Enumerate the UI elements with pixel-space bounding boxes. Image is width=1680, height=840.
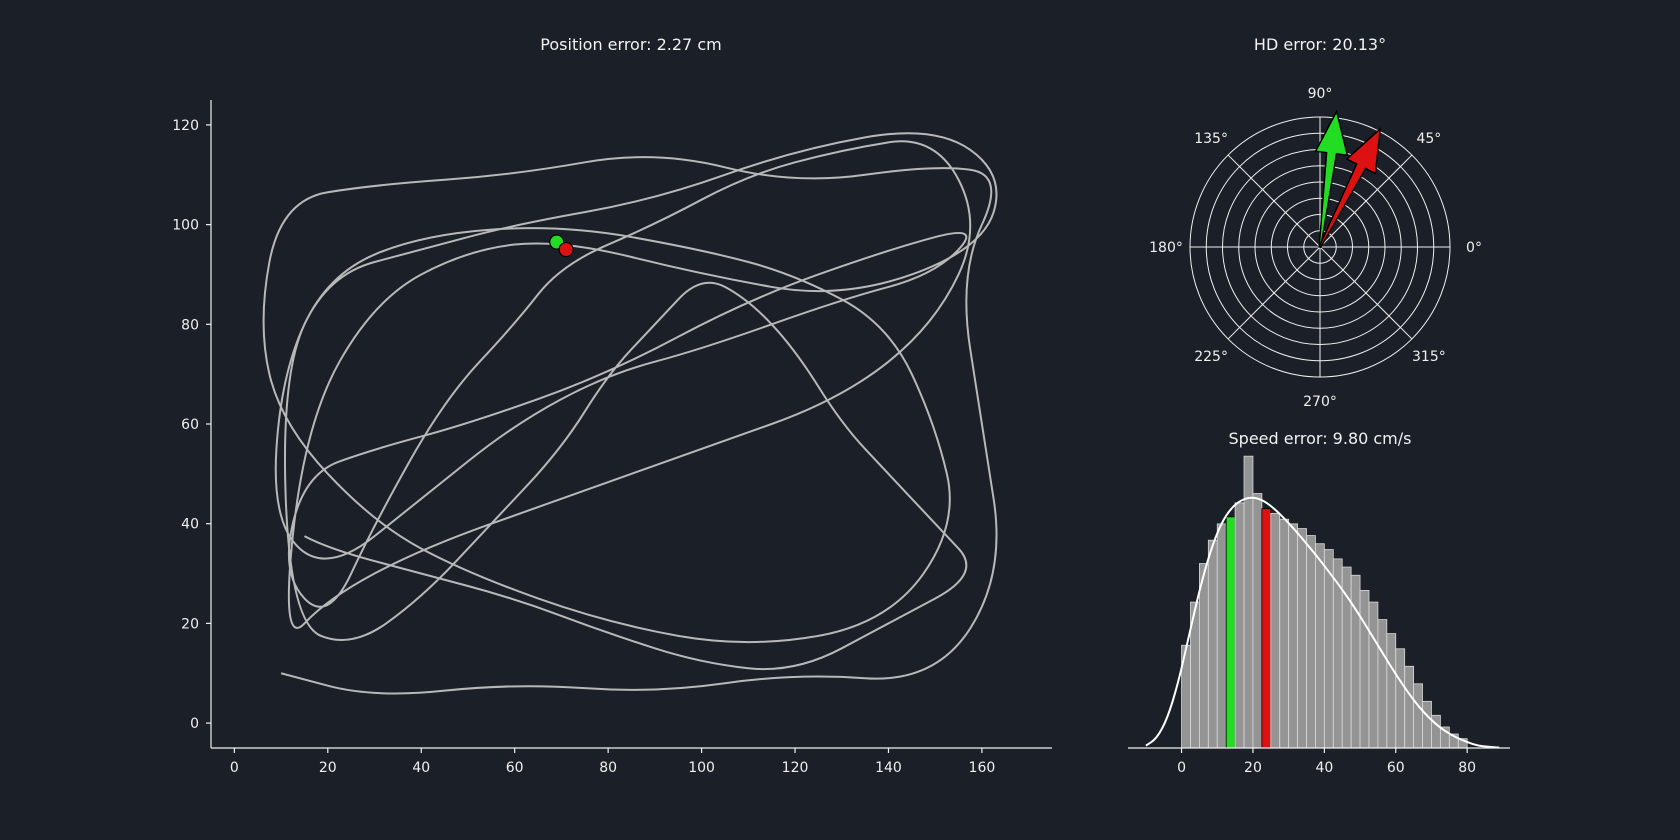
speed-x-tick-label: 40 xyxy=(1315,760,1333,776)
polar-angle-label: 45° xyxy=(1416,131,1441,147)
speed-title: Speed error: 9.80 cm/s xyxy=(1229,429,1412,448)
kde-line xyxy=(1145,496,1500,749)
histogram-bar xyxy=(1252,493,1263,749)
predicted-hd-arrow xyxy=(1318,127,1382,249)
polar-angle-label: 0° xyxy=(1466,240,1482,256)
histogram-bar xyxy=(1404,665,1415,749)
histogram-bar xyxy=(1234,502,1245,749)
histogram-bar xyxy=(1297,528,1307,749)
polar-grid: 0° 45° 90° 135° 180° 225° 270° 315° xyxy=(1149,86,1482,410)
polar-spoke xyxy=(1319,246,1413,340)
y-tick-label: 60 xyxy=(181,417,199,433)
histogram-bar xyxy=(1386,633,1397,749)
histogram-bar xyxy=(1279,518,1290,749)
x-tick-label: 140 xyxy=(875,760,902,776)
true-hd-arrow xyxy=(1314,109,1349,248)
speed-x-tick-label: 0 xyxy=(1177,760,1186,776)
x-tick-label: 80 xyxy=(599,760,617,776)
predicted-position-marker xyxy=(558,241,574,258)
histogram-bar xyxy=(1395,648,1406,749)
polar-spoke xyxy=(1227,246,1321,340)
x-tick-label: 40 xyxy=(412,760,430,776)
speed-x-tick-label: 60 xyxy=(1387,760,1405,776)
polar-angle-label: 90° xyxy=(1308,86,1333,102)
histogram-bars xyxy=(1181,455,1468,749)
histogram-bar xyxy=(1199,563,1209,749)
hd-title: HD error: 20.13° xyxy=(1254,35,1386,54)
histogram-bar xyxy=(1359,590,1370,749)
histogram-bar xyxy=(1413,683,1423,749)
true-speed-bar xyxy=(1225,516,1236,749)
position-title: Position error: 2.27 cm xyxy=(540,35,721,54)
x-tick-label: 100 xyxy=(688,760,715,776)
y-tick-label: 20 xyxy=(181,616,199,632)
y-tick-label: 120 xyxy=(172,118,199,134)
position-axes: 0 20 40 60 80 100 120 140 160 0 20 40 60 80 100 120 xyxy=(172,100,1052,776)
polar-angle-label: 225° xyxy=(1194,349,1228,365)
x-tick-label: 60 xyxy=(506,760,524,776)
histogram-bar xyxy=(1288,523,1298,749)
x-tick-label: 160 xyxy=(969,760,996,776)
trajectory-layer xyxy=(262,132,998,695)
histogram-bar xyxy=(1323,549,1334,749)
trajectory-line xyxy=(262,132,998,695)
histogram-bar xyxy=(1270,512,1281,749)
speed-x-tick-label: 20 xyxy=(1244,760,1262,776)
histogram-bar xyxy=(1422,700,1432,749)
y-tick-label: 0 xyxy=(190,716,199,732)
kde-curve xyxy=(1145,496,1500,749)
polar-angle-label: 315° xyxy=(1412,349,1446,365)
position-panel: Position error: 2.27 cm 0 20 40 60 80 100 120 1… xyxy=(172,35,1052,776)
polar-arrows xyxy=(1314,109,1382,249)
histogram-bar xyxy=(1243,455,1254,749)
polar-spoke xyxy=(1319,154,1413,248)
polar-angle-label: 135° xyxy=(1194,131,1228,147)
histogram-bar xyxy=(1306,535,1316,749)
histogram-bar xyxy=(1368,601,1379,749)
histogram-bar xyxy=(1350,574,1361,749)
speed-axis: 0 20 40 60 80 xyxy=(1128,747,1510,776)
histogram-bar xyxy=(1341,566,1352,749)
x-tick-label: 20 xyxy=(319,760,337,776)
histogram-bar xyxy=(1315,543,1325,749)
polar-angle-label: 180° xyxy=(1149,240,1183,256)
polar-spoke xyxy=(1227,154,1321,248)
x-tick-label: 0 xyxy=(230,760,239,776)
histogram-bar xyxy=(1377,619,1388,749)
histogram-bar xyxy=(1216,523,1227,749)
predicted-speed-bar xyxy=(1261,508,1272,749)
position-markers xyxy=(549,234,574,258)
y-tick-label: 100 xyxy=(172,218,199,234)
y-tick-label: 40 xyxy=(181,517,199,533)
speed-panel: Speed error: 9.80 cm/s 0 20 40 60 80 xyxy=(1128,429,1510,776)
hd-panel: HD error: 20.13° 0° 45° 90° 135° 180° 225° 270… xyxy=(1149,35,1482,410)
x-tick-label: 120 xyxy=(782,760,809,776)
y-tick-label: 80 xyxy=(181,317,199,333)
speed-x-tick-label: 80 xyxy=(1458,760,1476,776)
histogram-bar xyxy=(1207,539,1218,749)
polar-angle-label: 270° xyxy=(1303,394,1337,410)
